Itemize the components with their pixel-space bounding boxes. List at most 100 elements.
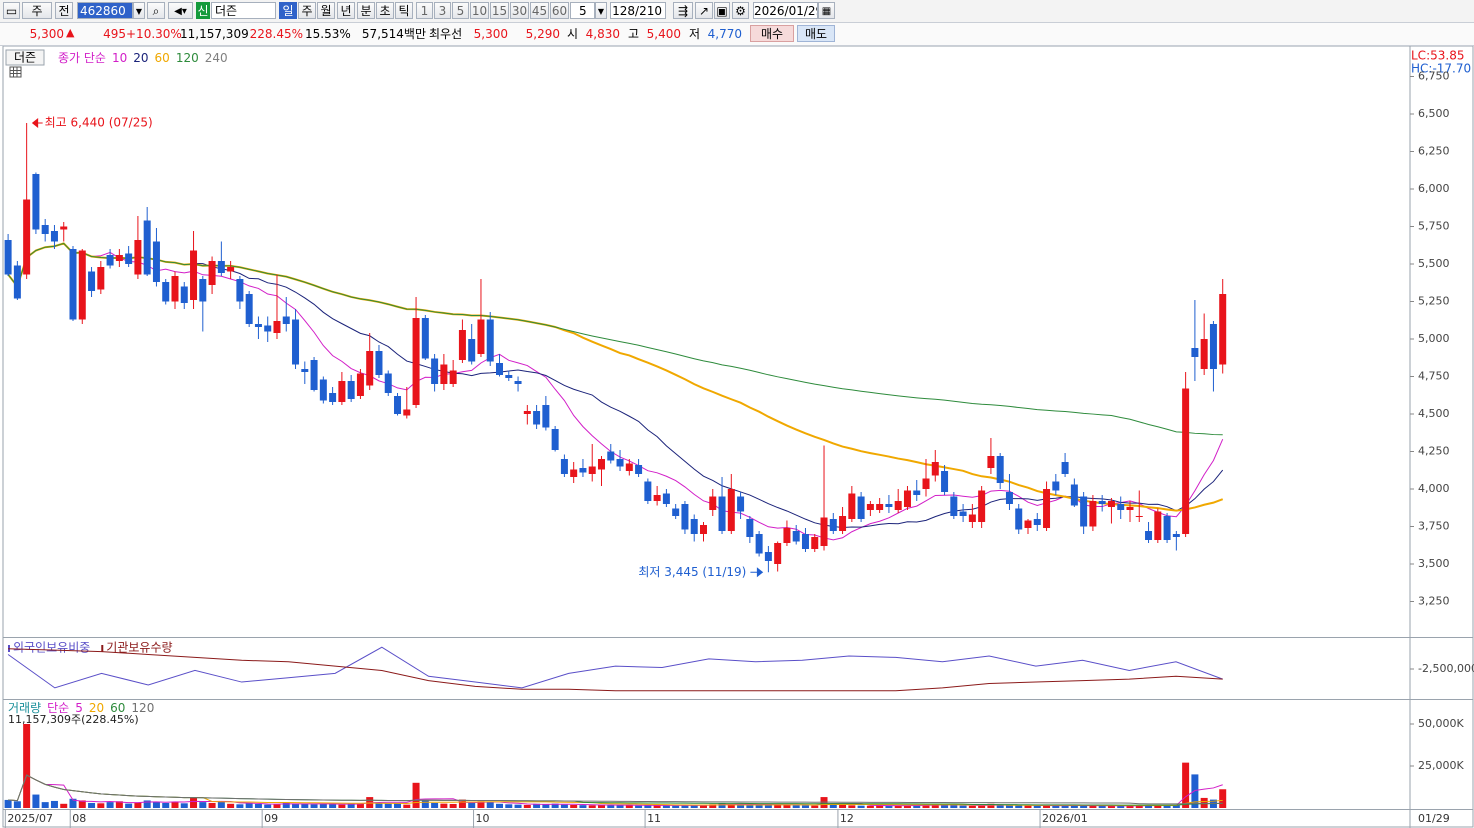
candle-body bbox=[1061, 462, 1069, 474]
candle-body bbox=[597, 459, 605, 470]
dropdown[interactable]: ▼ bbox=[595, 2, 607, 19]
buy-button[interactable]: 매수 bbox=[750, 25, 794, 42]
volume-bar bbox=[996, 804, 1004, 808]
scope-select[interactable]: 전 bbox=[55, 2, 73, 19]
sound-button[interactable]: ◀▾ bbox=[168, 2, 193, 19]
period-button[interactable]: 일 bbox=[279, 2, 297, 19]
volume-bar bbox=[903, 805, 911, 808]
period-button[interactable]: 주 bbox=[298, 2, 316, 19]
candle-body bbox=[635, 465, 643, 474]
candle-body bbox=[227, 267, 235, 272]
volume-bar bbox=[885, 805, 893, 808]
volume-bar bbox=[625, 805, 633, 808]
volume-bar bbox=[106, 802, 114, 808]
candle-body bbox=[162, 282, 170, 302]
volume-average bbox=[8, 774, 1223, 807]
volume-bar bbox=[829, 804, 837, 808]
volume-bar bbox=[523, 804, 531, 808]
volume-bar bbox=[431, 802, 439, 808]
y-tick-label: -2,500,000 bbox=[1418, 662, 1474, 675]
interval-button[interactable]: 1 bbox=[416, 2, 433, 19]
legend-entry: 10 bbox=[112, 51, 127, 65]
candle-body bbox=[1145, 531, 1153, 540]
volume-bar bbox=[1135, 805, 1143, 808]
quote-open: 4,830 bbox=[585, 27, 620, 41]
range-input[interactable]: 128/210 bbox=[610, 2, 666, 19]
date-input[interactable]: 2026/01/29 bbox=[753, 2, 818, 19]
interval-button[interactable]: 30 bbox=[510, 2, 529, 19]
candle-body bbox=[653, 495, 661, 501]
y-tick-label: 4,000 bbox=[1418, 482, 1450, 495]
period-button[interactable]: 월 bbox=[317, 2, 335, 19]
candle-body bbox=[23, 199, 31, 275]
candle-body bbox=[718, 496, 726, 531]
candle-body bbox=[477, 319, 485, 354]
volume-bar bbox=[125, 803, 133, 808]
name-input[interactable]: 더즌 bbox=[211, 2, 276, 19]
interval-button[interactable]: 10 bbox=[470, 2, 489, 19]
candle-body bbox=[1033, 519, 1041, 525]
volume-bar bbox=[292, 803, 300, 808]
candle-body bbox=[607, 451, 615, 461]
volume-bar bbox=[319, 803, 327, 808]
interval-button[interactable]: 45 bbox=[530, 2, 549, 19]
candle-body bbox=[699, 525, 707, 534]
dropdown[interactable]: ▼ bbox=[133, 2, 145, 19]
candle-body bbox=[338, 381, 346, 402]
volume-bar bbox=[764, 803, 772, 808]
volume-bar bbox=[755, 805, 763, 808]
candle-body bbox=[1107, 501, 1115, 507]
save-icon[interactable]: ▣ bbox=[714, 2, 730, 19]
candle-body bbox=[180, 286, 188, 303]
y-tick-label: 4,750 bbox=[1418, 370, 1450, 383]
interval-button[interactable]: 60 bbox=[550, 2, 569, 19]
period-button[interactable]: 초 bbox=[376, 2, 394, 19]
y-tick-label: 5,000 bbox=[1418, 332, 1450, 345]
sell-button[interactable]: 매도 bbox=[797, 25, 835, 42]
volume-bar bbox=[774, 804, 782, 808]
market-badge: 신 bbox=[196, 2, 210, 19]
interval-button[interactable]: 5 bbox=[452, 2, 469, 19]
volume-bar bbox=[1005, 805, 1013, 808]
volume-bar bbox=[13, 801, 21, 808]
candle-body bbox=[662, 493, 670, 504]
candle-body bbox=[885, 504, 893, 507]
calendar-icon[interactable]: ▦ bbox=[818, 2, 835, 19]
volume-bar bbox=[329, 804, 337, 808]
tool-icon[interactable]: ⇶ bbox=[673, 2, 693, 19]
layout-icon[interactable]: ▭ bbox=[3, 2, 20, 19]
candle-body bbox=[347, 381, 355, 399]
period-button[interactable]: 분 bbox=[357, 2, 375, 19]
volume-bar bbox=[746, 804, 754, 808]
candle-body bbox=[1219, 294, 1227, 365]
period-button[interactable]: 틱 bbox=[395, 2, 413, 19]
volume-bar bbox=[394, 803, 402, 808]
candle-body bbox=[727, 489, 735, 531]
code-input[interactable]: 462860 bbox=[77, 2, 133, 19]
volume-bar bbox=[783, 804, 791, 808]
interval-button[interactable]: 3 bbox=[434, 2, 451, 19]
period-button[interactable]: 년 bbox=[337, 2, 355, 19]
candle-body bbox=[746, 519, 754, 537]
search-button[interactable]: ⌕ bbox=[147, 2, 165, 19]
y-tick-label: 5,500 bbox=[1418, 257, 1450, 270]
candle-body bbox=[1191, 348, 1199, 357]
y-tick-label: 6,000 bbox=[1418, 182, 1450, 195]
settings-icon[interactable]: ⚙ bbox=[732, 2, 749, 19]
volume-bar bbox=[236, 804, 244, 808]
candle-body bbox=[1154, 511, 1162, 540]
lc-label: LC:53.85 bbox=[1411, 49, 1464, 63]
candle-body bbox=[143, 220, 151, 275]
interval-button[interactable]: 15 bbox=[490, 2, 509, 19]
candle-body bbox=[69, 249, 77, 320]
y-tick-label: 25,000K bbox=[1418, 759, 1464, 772]
count-select[interactable]: 5 bbox=[570, 2, 595, 19]
volume-bar bbox=[384, 803, 392, 808]
market-select[interactable]: 주 bbox=[22, 2, 52, 19]
candle-body bbox=[801, 534, 809, 549]
ma-legend: 종가 단순 10 20 60 120 240 bbox=[58, 51, 228, 65]
x-tick-label: 09 bbox=[264, 812, 278, 825]
volume-bar bbox=[458, 799, 466, 808]
legend-swatch bbox=[101, 645, 104, 652]
tool-icon[interactable]: ↗ bbox=[695, 2, 713, 19]
